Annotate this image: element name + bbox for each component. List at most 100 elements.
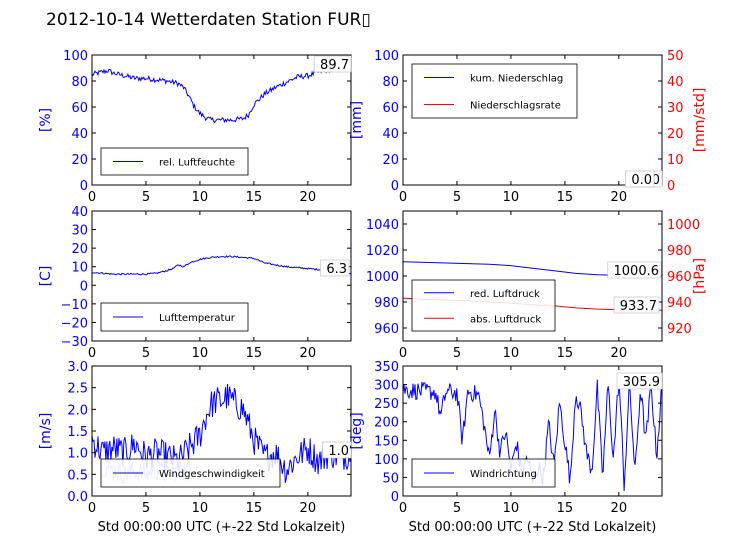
current-value-label: 1.0	[328, 444, 349, 459]
y-axis-label: [deg]	[349, 412, 365, 449]
x-tick-label: 15	[557, 501, 574, 516]
y-tick-label: 100	[374, 453, 399, 468]
legend-box	[411, 63, 578, 119]
y-tick-label: 980	[374, 296, 399, 311]
series-line-humidity-0	[91, 65, 352, 124]
chart-panel-pressure: 0 5 10 15 20 960 980 1000 1020 1040 920 940 960 980 10…	[366, 210, 708, 361]
y2-axis-label: [hPa]	[692, 258, 708, 294]
y2-tick-label: 10	[667, 153, 684, 168]
x-tick-label: 10	[503, 190, 520, 205]
current-value2-label: 933.7	[620, 299, 657, 314]
series-line-temperature-0	[91, 255, 352, 276]
x-tick-label: 15	[557, 190, 574, 205]
y-tick-label: 3.0	[67, 360, 88, 375]
x-tick-label: 10	[192, 501, 209, 516]
y2-tick-label: 40	[667, 75, 684, 90]
y-tick-label: −20	[61, 316, 88, 331]
x-tick-label: 0	[88, 190, 96, 205]
y-tick-label: 40	[382, 127, 399, 142]
x-tick-label: 5	[453, 346, 461, 361]
y-tick-label: 0.0	[67, 490, 88, 505]
current-value-label: 6.3	[326, 262, 347, 277]
y2-tick-label: 20	[667, 127, 684, 142]
legend-precip: kum. Niederschlag Niederschlagsrate	[411, 63, 578, 119]
value-box	[320, 259, 350, 277]
y-tick-label: 20	[71, 153, 88, 168]
figure-title: 2012-10-14 Wetterdaten Station FUR▯	[46, 10, 371, 30]
legend-temperature: Lufttemperatur	[100, 302, 249, 332]
y-tick-label: 60	[71, 101, 88, 116]
x-tick-label: 5	[453, 190, 461, 205]
y2-tick-label: 980	[667, 244, 692, 259]
x-tick-label: 20	[611, 190, 628, 205]
y-tick-label: 80	[71, 75, 88, 90]
current-value-label: 1000.6	[614, 264, 660, 279]
value-box	[613, 296, 660, 314]
x-tick-label: 0	[88, 346, 96, 361]
x-tick-label: 5	[142, 346, 150, 361]
y2-tick-label: 920	[667, 322, 692, 337]
chart-panel-wind_speed: 0 5 10 15 20 0.0 0.5 1.0 1.5 2.0 2.5 3.0 [m/s] Std 00…	[38, 360, 352, 535]
y-tick-label: 960	[374, 322, 399, 337]
current-value-label: 89.7	[320, 58, 349, 73]
y-tick-label: 20	[382, 153, 399, 168]
y-tick-label: 150	[374, 434, 399, 449]
x-tick-label: 10	[192, 346, 209, 361]
legend-entry: Niederschlagsrate	[470, 101, 561, 112]
x-tick-label: 0	[399, 346, 407, 361]
y-tick-label: 0	[391, 490, 399, 505]
y2-tick-label: 960	[667, 270, 692, 285]
y-tick-label: 50	[382, 471, 399, 486]
y2-tick-label: 30	[667, 101, 684, 116]
legend-box	[411, 279, 556, 332]
y-tick-label: 200	[374, 416, 399, 431]
legend-entry: Lufttemperatur	[159, 313, 236, 324]
axes-frame-precip	[402, 54, 663, 186]
x-tick-label: 10	[503, 346, 520, 361]
legend-entry: Windrichtung	[470, 469, 537, 480]
x-tick-label: 20	[300, 501, 317, 516]
y-tick-label: 100	[63, 49, 88, 64]
y2-tick-label: 0	[667, 179, 675, 194]
chart-panel-humidity: 0 5 10 15 20 0 20 40 60 80 100 [%] 89.7 rel. Luftfeuc…	[38, 49, 352, 205]
x-tick-label: 20	[611, 501, 628, 516]
legend-entry: abs. Luftdruck	[470, 314, 541, 325]
y-tick-label: 300	[374, 379, 399, 394]
value-box	[322, 441, 352, 459]
y-tick-label: 30	[71, 224, 88, 239]
chart-panel-precip: 0 5 10 15 20 0 20 40 60 80 100 0 10 20 30 40 50 [mm] [mm/s…	[349, 49, 708, 205]
x-tick-label: 10	[503, 501, 520, 516]
x-tick-label: 20	[300, 190, 317, 205]
chart-panel-temperature: 0 5 10 15 20 −30 −20 −10 0 10 20 30 40 [C] 6.3 Lufttemp…	[38, 205, 352, 361]
x-tick-label: 15	[246, 501, 263, 516]
y-tick-label: 0	[80, 279, 88, 294]
x-tick-label: 15	[246, 346, 263, 361]
y2-tick-label: 1000	[667, 218, 700, 233]
current-value-label: 305.9	[623, 375, 660, 390]
x-axis-label: Std 00:00:00 UTC (+-22 Std Lokalzeit)	[409, 520, 657, 535]
x-tick-label: 5	[142, 190, 150, 205]
y-tick-label: 100	[374, 49, 399, 64]
legend-box	[411, 458, 556, 488]
current-value2-label: 0.0	[631, 173, 652, 188]
y-tick-label: 80	[382, 75, 399, 90]
y2-tick-label: 50	[667, 49, 684, 64]
x-tick-label: 5	[142, 501, 150, 516]
value-box	[607, 261, 662, 279]
legend-wind_direction: Windrichtung	[411, 458, 556, 488]
y-tick-label: 2.5	[67, 382, 88, 397]
y-tick-label: 2.0	[67, 403, 88, 418]
x-tick-label: 20	[611, 346, 628, 361]
y-tick-label: 1040	[366, 218, 399, 233]
y-tick-label: 1.5	[67, 425, 88, 440]
x-tick-label: 0	[88, 501, 96, 516]
y-axis-label: [m/s]	[38, 413, 54, 450]
y-tick-label: 0.5	[67, 468, 88, 483]
y-axis-label: [C]	[38, 266, 54, 287]
y-tick-label: 60	[382, 101, 399, 116]
y2-tick-label: 940	[667, 296, 692, 311]
x-tick-label: 10	[192, 190, 209, 205]
